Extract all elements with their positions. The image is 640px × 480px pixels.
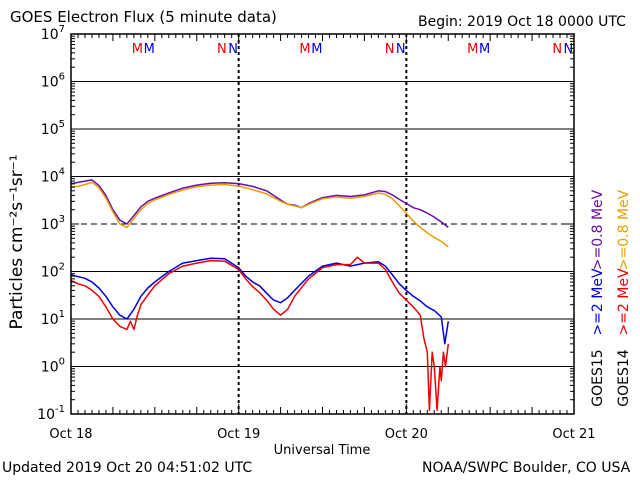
marker-label: M: [467, 42, 478, 57]
x-axis-label: Universal Time: [274, 443, 371, 458]
y-tick-labels: 10-1 100 101 102 103 104 105 106 107: [37, 24, 65, 423]
series-line: [70, 256, 450, 411]
y-tick-label: 106: [41, 72, 65, 91]
credit: NOAA/SWPC Boulder, CO USA: [422, 460, 631, 476]
x-tick-label: Oct 20: [385, 427, 428, 442]
y-tick-label: 107: [41, 24, 65, 43]
series-line: [70, 179, 449, 228]
grid-lines: [71, 34, 574, 414]
begin-time: Begin: 2019 Oct 18 0000 UTC: [418, 14, 626, 30]
legend-item: >=2 MeV: [616, 268, 632, 336]
chart-title: GOES Electron Flux (5 minute data): [10, 8, 277, 26]
marker-label: M: [479, 42, 490, 57]
updated-time: Updated 2019 Oct 20 04:51:02 UTC: [2, 460, 253, 476]
marker-label: N: [385, 42, 395, 57]
y-tick-label: 101: [41, 309, 65, 328]
series-line: [70, 181, 449, 248]
y-tick-label: 105: [41, 119, 65, 138]
y-tick-label: 102: [41, 262, 65, 281]
x-tick-label: Oct 21: [552, 427, 595, 442]
marker-label: N: [228, 42, 238, 57]
marker-label: N: [217, 42, 227, 57]
legend-satellite: GOES14: [616, 349, 632, 407]
legend-satellite: GOES15: [590, 349, 606, 406]
series-lines: [70, 179, 450, 411]
y-tick-label: 10-1: [37, 404, 65, 423]
x-tick-label: Oct 18: [49, 427, 92, 442]
legend-item: >=0.8 MeV: [616, 189, 632, 270]
marker-label: N: [552, 42, 562, 57]
marker-label: M: [299, 42, 310, 57]
x-tick-labels: Oct 18 Oct 19 Oct 20 Oct 21: [49, 427, 595, 442]
legend-item: >=2 MeV: [590, 268, 606, 336]
axis-ticks: [70, 34, 575, 415]
marker-label: M: [311, 42, 322, 57]
legend-item: >=0.8 MeV: [590, 189, 606, 270]
marker-label: N: [564, 42, 574, 57]
y-tick-label: 104: [41, 167, 65, 186]
marker-label: M: [132, 42, 143, 57]
y-tick-label: 100: [41, 357, 65, 376]
marker-label: N: [396, 42, 406, 57]
y-tick-label: 103: [41, 214, 65, 233]
x-tick-label: Oct 19: [217, 427, 260, 442]
series-line: [70, 257, 450, 345]
marker-label: M: [144, 42, 155, 57]
y-axis-label: Particles cm⁻²s⁻¹sr⁻¹: [7, 154, 27, 329]
